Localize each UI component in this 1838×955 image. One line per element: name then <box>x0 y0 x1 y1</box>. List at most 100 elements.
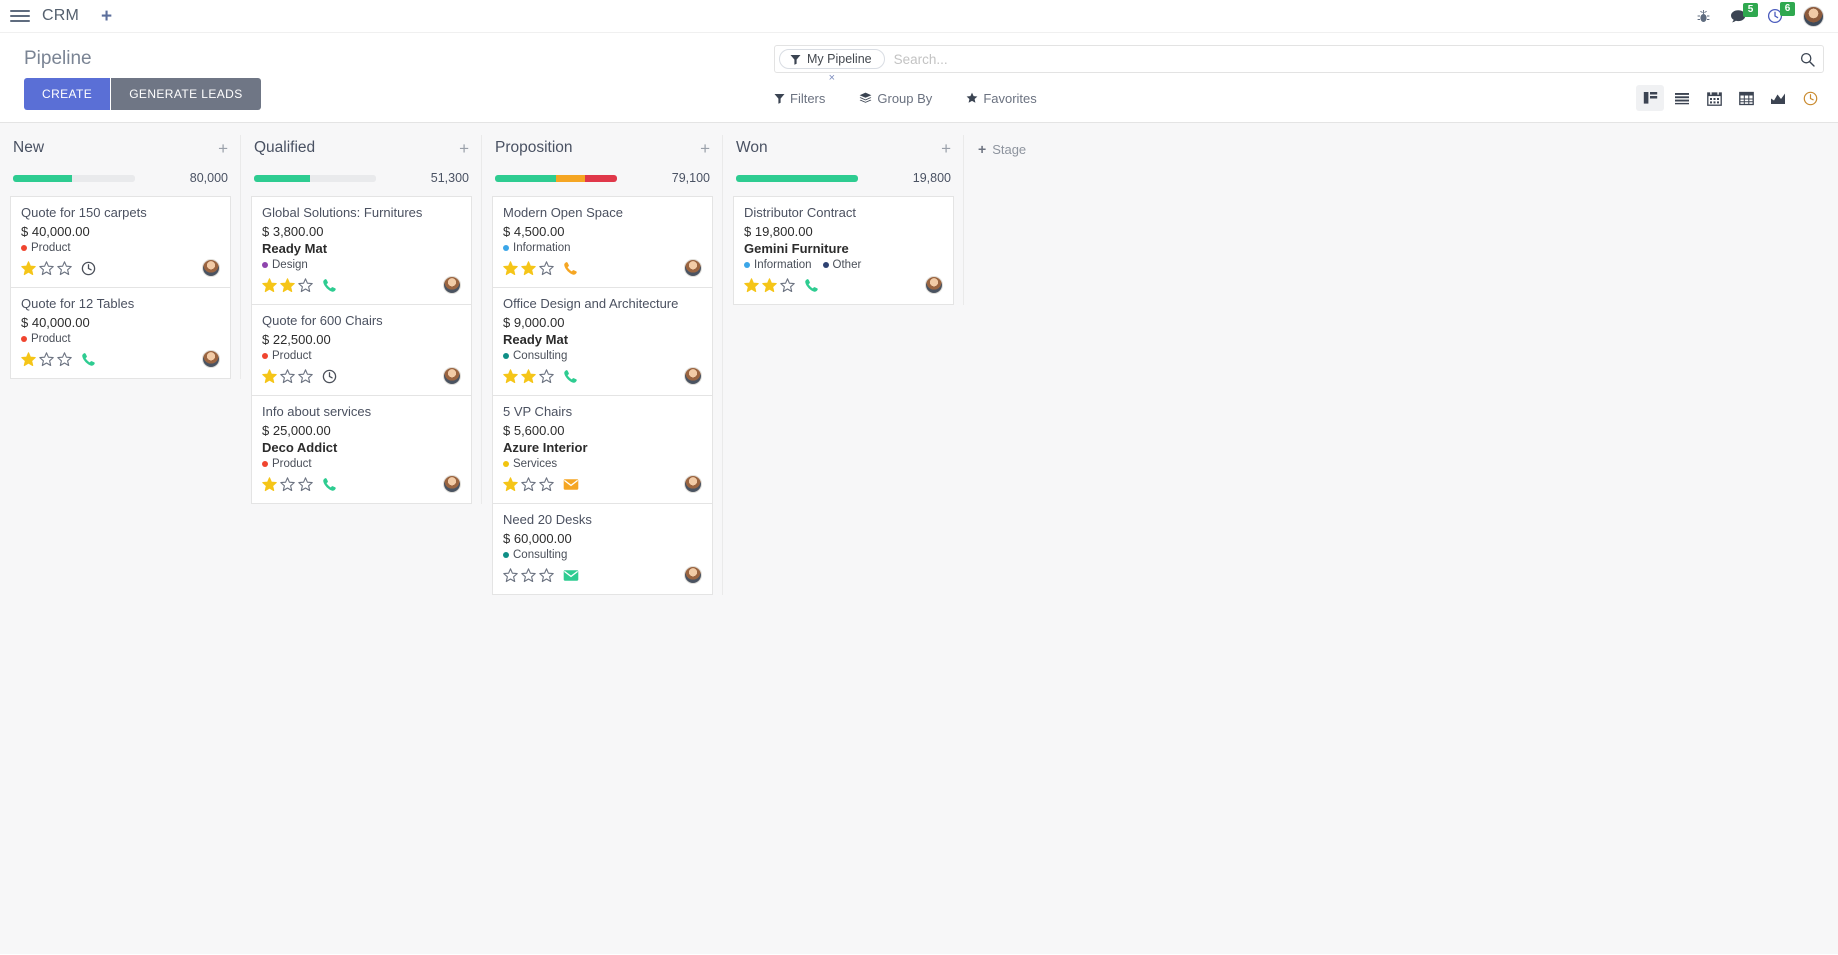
progress-segment[interactable] <box>71 174 135 182</box>
card-activity-icon[interactable] <box>322 278 337 293</box>
card-priority-stars[interactable] <box>503 476 554 492</box>
card-tag[interactable]: Services <box>503 458 557 470</box>
kanban-card[interactable]: Distributor Contract $ 19,800.00 Gemini Fu… <box>733 196 954 305</box>
avatar[interactable] <box>1803 5 1824 27</box>
kanban-card[interactable]: Info about services $ 25,000.00 Deco Addic… <box>251 395 472 504</box>
add-stage-button[interactable]: + Stage <box>964 135 1026 157</box>
star-filled-icon[interactable] <box>262 476 277 492</box>
card-assignee-avatar[interactable] <box>202 350 220 368</box>
bug-icon[interactable] <box>1697 9 1710 24</box>
generate-leads-button[interactable]: GENERATE LEADS <box>111 78 261 110</box>
star-empty-icon[interactable] <box>539 368 554 384</box>
column-title[interactable]: Won <box>736 139 768 156</box>
favorites-dropdown[interactable]: Favorites <box>966 91 1037 106</box>
column-progress-bar[interactable] <box>13 174 135 182</box>
search-bar[interactable]: My Pipeline × <box>774 45 1824 84</box>
create-button[interactable]: CREATE <box>24 78 111 110</box>
star-filled-icon[interactable] <box>503 368 518 384</box>
card-tag[interactable]: Product <box>262 458 312 470</box>
card-assignee-avatar[interactable] <box>684 367 702 385</box>
card-activity-icon[interactable] <box>563 369 578 384</box>
column-title[interactable]: New <box>13 139 45 156</box>
column-progress-bar[interactable] <box>495 174 617 182</box>
card-tag[interactable]: Product <box>21 242 71 254</box>
star-empty-icon[interactable] <box>280 368 295 384</box>
card-assignee-avatar[interactable] <box>684 259 702 277</box>
card-priority-stars[interactable] <box>21 351 72 367</box>
star-empty-icon[interactable] <box>539 260 554 276</box>
clock-icon[interactable] <box>322 369 337 384</box>
star-empty-icon[interactable] <box>539 567 554 583</box>
star-filled-icon[interactable] <box>262 368 277 384</box>
kanban-card[interactable]: Office Design and Architecture $ 9,000.00… <box>492 287 713 395</box>
progress-segment[interactable] <box>585 174 617 182</box>
view-button-pivot[interactable] <box>1732 85 1760 111</box>
progress-segment[interactable] <box>254 174 311 182</box>
card-priority-stars[interactable] <box>262 277 313 293</box>
star-filled-icon[interactable] <box>521 260 536 276</box>
progress-segment[interactable] <box>13 174 72 182</box>
card-tag[interactable]: Design <box>262 259 308 271</box>
star-filled-icon[interactable] <box>262 277 277 293</box>
star-filled-icon[interactable] <box>21 260 36 276</box>
card-priority-stars[interactable] <box>503 368 554 384</box>
card-assignee-avatar[interactable] <box>202 259 220 277</box>
card-assignee-avatar[interactable] <box>443 276 461 294</box>
clock-icon[interactable]: 6 <box>1767 2 1795 24</box>
star-empty-icon[interactable] <box>57 351 72 367</box>
card-tag[interactable]: Information <box>744 259 812 271</box>
card-tag[interactable]: Consulting <box>503 549 567 561</box>
star-filled-icon[interactable] <box>503 260 518 276</box>
column-add-card-icon[interactable]: + <box>700 138 710 158</box>
star-empty-icon[interactable] <box>539 476 554 492</box>
column-add-card-icon[interactable]: + <box>459 138 469 158</box>
star-empty-icon[interactable] <box>521 567 536 583</box>
card-tag[interactable]: Other <box>822 259 861 271</box>
phone-icon[interactable] <box>322 278 337 293</box>
view-button-calendar[interactable] <box>1700 85 1728 111</box>
card-priority-stars[interactable] <box>503 260 554 276</box>
card-priority-stars[interactable] <box>262 476 313 492</box>
card-tag[interactable]: Product <box>21 333 71 345</box>
star-empty-icon[interactable] <box>39 260 54 276</box>
star-filled-icon[interactable] <box>280 277 295 293</box>
star-filled-icon[interactable] <box>744 277 759 293</box>
clock-icon[interactable] <box>81 261 96 276</box>
card-activity-icon[interactable] <box>322 477 337 492</box>
card-tag[interactable]: Consulting <box>503 350 567 362</box>
card-activity-icon[interactable] <box>804 278 819 293</box>
star-filled-icon[interactable] <box>21 351 36 367</box>
search-facet-remove-icon[interactable]: × <box>828 72 836 84</box>
progress-segment[interactable] <box>310 174 376 182</box>
view-button-kanban[interactable] <box>1636 85 1664 111</box>
column-progress-bar[interactable] <box>254 174 376 182</box>
star-empty-icon[interactable] <box>298 476 313 492</box>
card-tag[interactable]: Product <box>262 350 312 362</box>
card-priority-stars[interactable] <box>21 260 72 276</box>
progress-segment[interactable] <box>556 174 586 182</box>
column-add-card-icon[interactable]: + <box>218 138 228 158</box>
star-filled-icon[interactable] <box>521 368 536 384</box>
star-empty-icon[interactable] <box>503 567 518 583</box>
groupby-dropdown[interactable]: Group By <box>859 91 932 106</box>
kanban-card[interactable]: Global Solutions: Furnitures $ 3,800.00 Re… <box>251 196 472 304</box>
view-button-list[interactable] <box>1668 85 1696 111</box>
card-activity-icon[interactable] <box>563 261 578 276</box>
card-assignee-avatar[interactable] <box>925 276 943 294</box>
app-brand-crm[interactable]: CRM <box>42 7 80 24</box>
chat-bubble-icon[interactable]: 5 <box>1730 2 1758 24</box>
card-assignee-avatar[interactable] <box>684 475 702 493</box>
card-assignee-avatar[interactable] <box>443 475 461 493</box>
search-input[interactable] <box>884 51 1800 67</box>
card-assignee-avatar[interactable] <box>443 367 461 385</box>
hamburger-menu-icon[interactable] <box>10 8 30 24</box>
kanban-card[interactable]: Quote for 150 carpets $ 40,000.00 Product <box>10 196 231 287</box>
kanban-card[interactable]: Modern Open Space $ 4,500.00 Information <box>492 196 713 287</box>
card-assignee-avatar[interactable] <box>684 566 702 584</box>
phone-icon[interactable] <box>563 369 578 384</box>
view-button-activity[interactable] <box>1796 85 1824 111</box>
envelope-icon[interactable] <box>563 569 579 582</box>
card-activity-icon[interactable] <box>563 569 579 582</box>
star-filled-icon[interactable] <box>762 277 777 293</box>
card-priority-stars[interactable] <box>744 277 795 293</box>
